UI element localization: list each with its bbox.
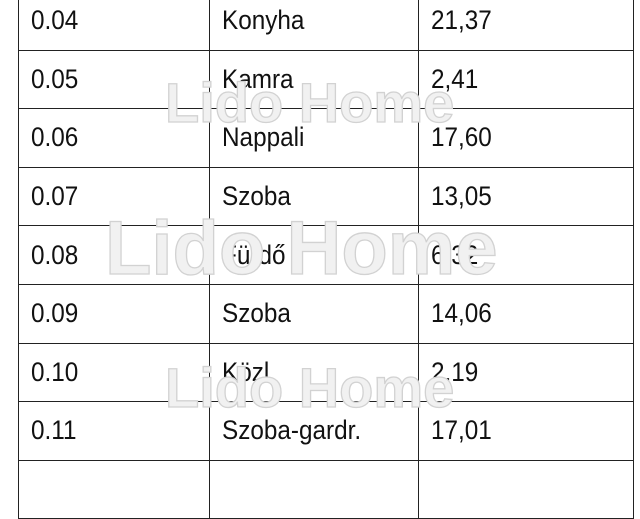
room-name-cell: Szoba (209, 166, 419, 227)
room-area-cell: 17,60 (418, 108, 634, 168)
room-name-cell: Nappali (209, 108, 419, 168)
room-id-cell: 0.09 (18, 283, 210, 344)
room-id-cell: 0.07 (18, 166, 210, 227)
table-row: 0.05 Kamra 2,41 (18, 49, 634, 110)
room-area-cell-text: 14,06 (431, 298, 492, 329)
room-name-cell (209, 459, 419, 519)
room-name-cell-text: Közl. (222, 356, 277, 387)
room-id-cell-text: 0.04 (31, 5, 79, 36)
room-name-cell: Fürdő (209, 225, 419, 285)
room-name-cell-text: Konyha (222, 5, 305, 36)
room-area-cell: 2,19 (418, 342, 634, 403)
room-id-cell-text: 0.09 (31, 298, 79, 329)
table-row: 0.04 Konyha 21,37 (18, 0, 634, 51)
table-row: 0.09 Szoba 14,06 (18, 283, 634, 344)
room-id-cell-text: 0.05 (31, 63, 79, 94)
room-id-cell (18, 459, 210, 519)
room-name-cell-text: Nappali (222, 122, 305, 153)
room-name-cell: Közl. (209, 342, 419, 403)
table-row: 0.08 Fürdő 6,32 (18, 225, 634, 285)
room-id-cell: 0.08 (18, 225, 210, 285)
room-name-cell-text: Kamra (222, 63, 294, 94)
room-area-cell (418, 459, 634, 519)
room-area-cell-text: 2,19 (431, 356, 479, 387)
room-name-cell-text: Fürdő (222, 239, 286, 270)
room-area-cell-text: 6,32 (431, 239, 479, 270)
room-id-cell: 0.11 (18, 401, 210, 461)
room-name-cell: Szoba-gardr. (209, 401, 419, 461)
room-area-table: 0.04 Konyha 21,37 0.05 Kamra 2,41 0.06 Nappali 1… (18, 0, 634, 519)
room-area-cell-text: 17,60 (431, 122, 492, 153)
room-name-cell-text: Szoba (222, 181, 291, 212)
room-name-cell: Szoba (209, 283, 419, 344)
room-id-cell: 0.06 (18, 108, 210, 168)
room-area-cell-text: 21,37 (431, 5, 492, 36)
room-id-cell: 0.05 (18, 49, 210, 110)
room-area-cell: 17,01 (418, 401, 634, 461)
table-row: 0.10 Közl. 2,19 (18, 342, 634, 403)
room-id-cell-text: 0.10 (31, 356, 79, 387)
room-id-cell-text: 0.06 (31, 122, 79, 153)
room-area-cell-text: 13,05 (431, 181, 492, 212)
room-area-cell: 21,37 (418, 0, 634, 51)
table-row (18, 459, 634, 519)
room-area-cell-text: 17,01 (431, 415, 492, 446)
table-row: 0.07 Szoba 13,05 (18, 166, 634, 227)
room-area-cell: 13,05 (418, 166, 634, 227)
room-name-cell: Konyha (209, 0, 419, 51)
room-id-cell-text: 0.11 (31, 415, 77, 446)
room-name-cell: Kamra (209, 49, 419, 110)
room-area-cell: 14,06 (418, 283, 634, 344)
room-name-cell-text: Szoba-gardr. (222, 415, 362, 446)
table-row: 0.06 Nappali 17,60 (18, 108, 634, 168)
room-id-cell: 0.04 (18, 0, 210, 51)
room-id-cell: 0.10 (18, 342, 210, 403)
room-id-cell-text: 0.07 (31, 181, 79, 212)
room-name-cell-text: Szoba (222, 298, 291, 329)
table-row: 0.11 Szoba-gardr. 17,01 (18, 401, 634, 461)
room-area-cell: 6,32 (418, 225, 634, 285)
room-area-cell: 2,41 (418, 49, 634, 110)
room-area-cell-text: 2,41 (431, 63, 479, 94)
room-id-cell-text: 0.08 (31, 239, 79, 270)
